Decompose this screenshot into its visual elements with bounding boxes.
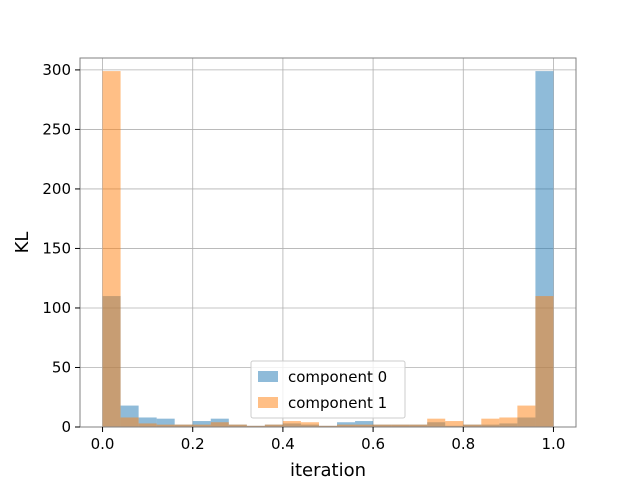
- bar-series-1-bin-23: [517, 405, 536, 427]
- bar-series-1-bin-16: [391, 424, 410, 427]
- grid-lines: [80, 58, 576, 428]
- x-tick-label-3: 0.6: [361, 435, 385, 453]
- x-tick-label-4: 0.8: [451, 435, 475, 453]
- bar-series-0-bin-3: [156, 418, 175, 427]
- y-tick-label-1: 50: [52, 358, 71, 376]
- bar-series-1-bin-2: [138, 423, 157, 427]
- y-axis-label: KL: [12, 232, 33, 254]
- bar-series-0-bin-14: [355, 421, 374, 427]
- legend-swatch-component-1: [258, 397, 278, 408]
- plot-frame: [79, 57, 577, 428]
- bar-series-1-bin-7: [228, 424, 247, 427]
- y-tick-label-4: 200: [42, 180, 71, 198]
- bar-series-1-bin-14: [355, 424, 374, 427]
- bar-series-1-bin-9: [264, 424, 283, 427]
- x-tick-label-1: 0.2: [181, 435, 205, 453]
- bar-series-1-bin-17: [409, 424, 428, 427]
- bar-series-1-bin-0: [102, 71, 121, 427]
- bar-series-1-bin-20: [463, 424, 482, 427]
- bar-series-0-bin-2: [138, 417, 157, 427]
- x-tick-label-0: 0.0: [91, 435, 115, 453]
- bar-series-1-bin-5: [192, 424, 211, 427]
- bar-series-1-bin-12: [318, 425, 338, 427]
- x-tick-label-5: 1.0: [542, 435, 566, 453]
- bar-series-1-bin-6: [210, 422, 229, 427]
- legend-label-component-1: component 1: [288, 394, 387, 412]
- x-axis-label: iteration: [290, 460, 366, 480]
- y-tick-label-3: 150: [42, 239, 71, 257]
- bar-series-1-bin-13: [337, 424, 356, 427]
- legend-box: [250, 360, 406, 419]
- legend-swatch-component-0: [258, 371, 278, 382]
- bar-series-1-bin-4: [174, 424, 193, 427]
- bar-series-1-bin-11: [300, 422, 319, 427]
- bar-series-1-bin-24: [535, 296, 554, 427]
- bar-series-1-bin-22: [499, 417, 518, 427]
- histogram-bars: [102, 71, 554, 427]
- bar-series-0-bin-5: [192, 421, 211, 427]
- bar-series-1-bin-21: [481, 418, 500, 427]
- x-tick-label-2: 0.4: [271, 435, 295, 453]
- y-tick-label-2: 100: [42, 299, 71, 317]
- y-axis-ticks: 0 50 100 150 200 250 300: [42, 61, 80, 436]
- bar-series-1-bin-3: [156, 424, 175, 427]
- y-tick-label-5: 250: [42, 120, 71, 138]
- x-axis-ticks: 0.0 0.2 0.4 0.6 0.8 1.0: [91, 427, 566, 453]
- legend-label-component-0: component 0: [288, 368, 387, 386]
- bar-series-1-bin-1: [120, 417, 139, 427]
- bar-series-1-bin-15: [373, 424, 392, 427]
- legend: component 0 component 1: [250, 360, 406, 419]
- y-tick-label-0: 0: [61, 418, 71, 436]
- y-tick-label-6: 300: [42, 61, 71, 79]
- bar-series-1-bin-10: [282, 421, 301, 427]
- bar-series-1-bin-8: [246, 425, 265, 427]
- bar-series-1-bin-19: [445, 421, 464, 427]
- bar-series-1-bin-18: [427, 418, 446, 427]
